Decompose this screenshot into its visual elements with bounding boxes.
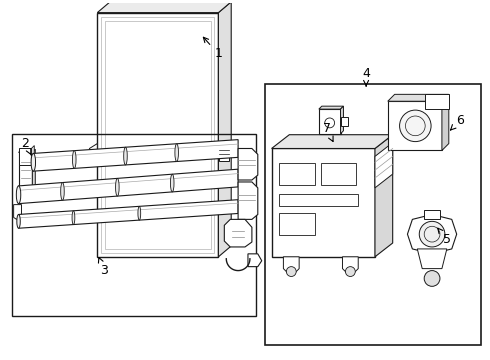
Text: 5: 5 bbox=[438, 228, 451, 246]
Circle shape bbox=[345, 267, 355, 276]
Polygon shape bbox=[220, 145, 229, 161]
Polygon shape bbox=[375, 143, 392, 188]
Bar bbox=[12, 134, 256, 316]
Polygon shape bbox=[19, 149, 35, 152]
Polygon shape bbox=[219, 2, 231, 257]
Circle shape bbox=[419, 221, 445, 247]
Text: 4: 4 bbox=[362, 67, 370, 86]
Ellipse shape bbox=[123, 147, 127, 165]
Bar bbox=[279, 163, 315, 185]
Polygon shape bbox=[283, 257, 299, 275]
Polygon shape bbox=[238, 182, 258, 219]
Polygon shape bbox=[19, 152, 32, 188]
Polygon shape bbox=[19, 148, 31, 165]
Circle shape bbox=[286, 267, 296, 276]
Circle shape bbox=[424, 271, 440, 286]
Polygon shape bbox=[32, 149, 35, 188]
Bar bbox=[321, 163, 356, 185]
Polygon shape bbox=[33, 140, 238, 171]
Polygon shape bbox=[98, 2, 231, 13]
Polygon shape bbox=[238, 148, 258, 180]
Text: 7: 7 bbox=[323, 122, 333, 141]
Text: 6: 6 bbox=[451, 114, 464, 130]
Ellipse shape bbox=[171, 174, 174, 192]
Polygon shape bbox=[19, 200, 238, 228]
Polygon shape bbox=[417, 249, 447, 269]
Polygon shape bbox=[224, 219, 252, 247]
Polygon shape bbox=[375, 135, 392, 257]
Ellipse shape bbox=[73, 150, 76, 168]
Ellipse shape bbox=[17, 215, 20, 228]
Polygon shape bbox=[90, 144, 98, 160]
Ellipse shape bbox=[16, 186, 21, 204]
Ellipse shape bbox=[31, 153, 36, 171]
Polygon shape bbox=[425, 94, 449, 109]
Bar bbox=[265, 85, 481, 345]
Polygon shape bbox=[424, 210, 440, 219]
Polygon shape bbox=[319, 106, 343, 109]
Polygon shape bbox=[341, 106, 343, 134]
Polygon shape bbox=[14, 204, 22, 219]
Ellipse shape bbox=[138, 206, 141, 220]
Bar bbox=[279, 213, 315, 235]
Polygon shape bbox=[388, 101, 442, 150]
Polygon shape bbox=[343, 257, 358, 275]
Polygon shape bbox=[319, 109, 341, 134]
Polygon shape bbox=[388, 94, 449, 101]
Polygon shape bbox=[31, 145, 34, 165]
Polygon shape bbox=[98, 13, 219, 257]
Ellipse shape bbox=[72, 211, 75, 225]
Polygon shape bbox=[248, 254, 262, 267]
Polygon shape bbox=[442, 94, 449, 150]
Ellipse shape bbox=[61, 183, 64, 200]
Ellipse shape bbox=[116, 178, 119, 196]
Text: 1: 1 bbox=[203, 37, 222, 60]
Polygon shape bbox=[341, 117, 348, 126]
Polygon shape bbox=[408, 215, 457, 254]
Polygon shape bbox=[271, 135, 392, 148]
Bar bbox=[279, 194, 358, 206]
Text: 3: 3 bbox=[98, 257, 108, 277]
Polygon shape bbox=[19, 169, 238, 204]
Ellipse shape bbox=[175, 144, 178, 162]
Circle shape bbox=[399, 110, 431, 141]
Text: 2: 2 bbox=[22, 137, 31, 155]
Polygon shape bbox=[271, 148, 375, 257]
